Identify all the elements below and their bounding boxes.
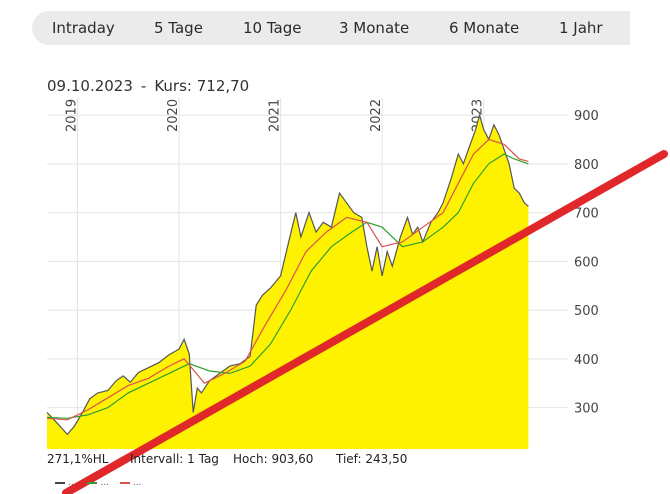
chart-legend: ... ... ... (47, 478, 142, 488)
kurs-label: Kurs: (154, 77, 192, 95)
legend-swatch-sma-long (87, 481, 98, 484)
quote-date: 09.10.2023 (47, 77, 133, 95)
y-tick-label-300: 300 (574, 402, 599, 417)
high-stat: Hoch: 903,60 (233, 452, 313, 466)
price-area (47, 115, 529, 449)
hl-label: HL (92, 452, 109, 466)
low-label: Tief: (336, 452, 362, 466)
y-tick-label-400: 400 (574, 353, 599, 368)
high-value: 903,60 (271, 452, 314, 466)
y-tick-label-900: 900 (574, 109, 599, 124)
year-label-2020: 2020 (166, 99, 181, 132)
tab-6-monate[interactable]: 6 Monate (449, 19, 520, 37)
performance-value: 271,1% (47, 452, 93, 466)
low-value: 243,50 (365, 452, 408, 466)
year-label-2019: 2019 (64, 99, 79, 132)
legend-swatch-price (55, 481, 65, 484)
high-label: Hoch: (233, 452, 268, 466)
legend-swatch-sma-short (119, 481, 130, 484)
legend-entry-price: ... (68, 478, 77, 488)
year-label-2022: 2022 (369, 99, 384, 132)
tab-10-tage[interactable]: 10 Tage (243, 19, 302, 37)
tab-5-tage[interactable]: 5 Tage (154, 19, 203, 37)
timeframe-tabbar: Intraday 5 Tage 10 Tage 3 Monate 6 Monat… (32, 11, 630, 45)
sma-long-line (46, 153, 529, 419)
y-tick-label-500: 500 (574, 304, 599, 319)
legend-entry-sma-long: ... (100, 478, 110, 488)
tab-3-monate[interactable]: 3 Monate (339, 19, 410, 37)
y-tick-label-600: 600 (574, 255, 599, 270)
y-tick-label-700: 700 (574, 207, 599, 222)
low-stat: Tief: 243,50 (336, 452, 407, 466)
tab-intraday[interactable]: Intraday (52, 19, 115, 37)
sma-short-line (46, 138, 529, 421)
price-line (46, 112, 529, 436)
performance-stat: 271,1%HL (47, 452, 108, 466)
year-label-2021: 2021 (268, 99, 283, 132)
legend-entry-sma-short: ... (132, 478, 142, 488)
y-tick-label-800: 800 (574, 158, 599, 173)
interval-stat: Intervall: 1 Tag (130, 452, 219, 466)
info-separator: - (140, 77, 147, 95)
trend-line (62, 150, 668, 494)
kurs-value: 712,70 (196, 77, 250, 95)
price-info-line: 09.10.2023- Kurs: 712,70 (47, 77, 249, 95)
tab-1-jahr[interactable]: 1 Jahr (559, 19, 603, 37)
